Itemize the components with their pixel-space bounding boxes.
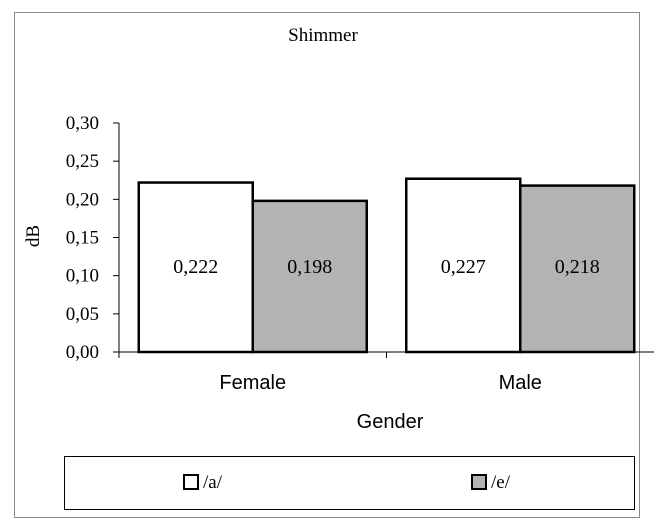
y-tick-label: 0,15 — [66, 228, 99, 249]
legend-swatch-a — [183, 474, 199, 490]
legend-box — [64, 456, 635, 510]
legend-item-a: /a/ — [183, 472, 223, 493]
x-axis-label: Gender — [357, 411, 424, 433]
chart-title: Shimmer — [288, 25, 358, 46]
data-label: 0,227 — [441, 256, 486, 278]
x-tick-label: Male — [499, 372, 542, 394]
bar-e-male — [519, 184, 636, 354]
y-tick-label: 0,05 — [66, 304, 99, 325]
legend-swatch-e — [471, 474, 487, 490]
data-label: 0,222 — [173, 256, 218, 278]
x-tick-label: Female — [219, 372, 286, 394]
legend-item-e: /e/ — [471, 472, 511, 493]
legend: /a/ /e/ — [64, 456, 635, 510]
bar-a-female — [137, 181, 254, 354]
bar-e-female — [251, 199, 368, 354]
y-tick-label: 0,20 — [66, 189, 99, 210]
y-tick-label: 0,25 — [66, 151, 99, 172]
y-tick-label: 0,10 — [66, 266, 99, 287]
bars: 0,222 0,198 0,227 0,218 — [137, 177, 636, 354]
y-axis: 0,00 0,05 0,10 0,15 0,20 0,25 0,30 — [66, 113, 120, 363]
bar-a-male — [405, 177, 522, 354]
y-tick-label: 0,30 — [66, 113, 99, 134]
x-axis: Female Male — [118, 351, 654, 394]
legend-label-a: /a/ — [203, 472, 223, 493]
y-tick-label: 0,00 — [66, 342, 99, 363]
legend-label-e: /e/ — [491, 472, 511, 493]
data-label: 0,198 — [287, 256, 332, 278]
data-label: 0,218 — [555, 256, 600, 278]
y-axis-label: dB — [23, 225, 44, 247]
